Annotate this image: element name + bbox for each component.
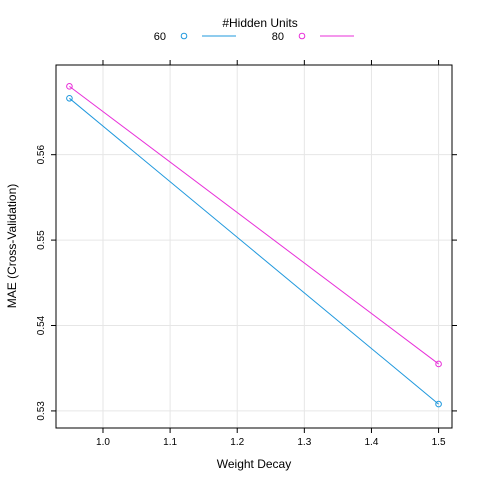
x-tick-label: 1.2 bbox=[230, 437, 244, 448]
legend-marker bbox=[298, 32, 306, 40]
data-point bbox=[435, 360, 442, 368]
series-60 bbox=[66, 95, 442, 408]
grid-lines bbox=[56, 65, 452, 428]
legend-label: 60 bbox=[154, 31, 166, 43]
y-tick-label: 0.53 bbox=[36, 401, 47, 421]
y-axis-label: MAE (Cross-Validation) bbox=[5, 184, 19, 308]
y-tick-label: 0.56 bbox=[36, 145, 47, 165]
x-axis-label: Weight Decay bbox=[217, 457, 291, 471]
y-tick-label: 0.55 bbox=[36, 230, 47, 250]
series-layer bbox=[66, 83, 442, 408]
x-tick-label: 1.3 bbox=[297, 437, 311, 448]
x-tick-label: 1.0 bbox=[96, 437, 110, 448]
legend: #Hidden Units 60 80 bbox=[154, 16, 354, 43]
legend-item-60: 60 bbox=[154, 31, 236, 43]
legend-items: 60 80 bbox=[154, 31, 354, 43]
data-point bbox=[435, 400, 442, 408]
y-tick-label: 0.54 bbox=[36, 315, 47, 335]
x-tick-label: 1.5 bbox=[432, 437, 446, 448]
series-line bbox=[69, 97, 439, 405]
legend-label: 80 bbox=[272, 31, 284, 43]
legend-item-80: 80 bbox=[272, 31, 354, 43]
legend-title: #Hidden Units bbox=[222, 16, 297, 30]
x-tick-label: 1.1 bbox=[163, 437, 177, 448]
axes: 1.0 1.1 1.2 1.3 1.4 1.5 0.53 0.54 0.55 0.56 bbox=[36, 60, 457, 448]
legend-marker bbox=[180, 32, 188, 40]
series-line bbox=[69, 85, 439, 365]
data-point bbox=[66, 95, 73, 102]
series-80 bbox=[66, 83, 442, 368]
data-point bbox=[66, 83, 73, 90]
plot-frame bbox=[55, 64, 453, 429]
x-tick-label: 1.4 bbox=[365, 437, 379, 448]
